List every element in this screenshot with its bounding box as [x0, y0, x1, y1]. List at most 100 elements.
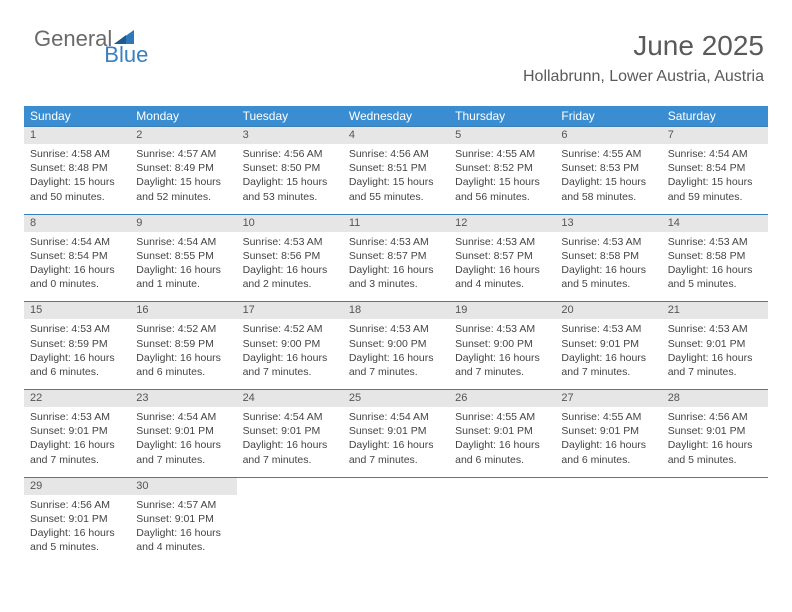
day-cell-text: Sunrise: 4:53 AM Sunset: 8:57 PM Dayligh… — [349, 235, 443, 292]
day-number: 26 — [449, 390, 555, 407]
day-cell: Sunrise: 4:53 AM Sunset: 9:01 PM Dayligh… — [662, 319, 768, 389]
day-number-row: 1234567 — [24, 126, 768, 144]
day-cell-text: Sunrise: 4:57 AM Sunset: 8:49 PM Dayligh… — [136, 147, 230, 204]
day-of-week-header: Friday — [555, 106, 661, 126]
day-cell: Sunrise: 4:53 AM Sunset: 9:00 PM Dayligh… — [449, 319, 555, 389]
day-cell: Sunrise: 4:58 AM Sunset: 8:48 PM Dayligh… — [24, 144, 130, 214]
day-cell-text: Sunrise: 4:54 AM Sunset: 9:01 PM Dayligh… — [349, 410, 443, 467]
day-number: 3 — [237, 127, 343, 144]
day-number: 27 — [555, 390, 661, 407]
day-cell — [343, 495, 449, 565]
day-number-row: 22232425262728 — [24, 389, 768, 407]
day-cell-text: Sunrise: 4:54 AM Sunset: 8:54 PM Dayligh… — [30, 235, 124, 292]
day-cells-row: Sunrise: 4:53 AM Sunset: 8:59 PM Dayligh… — [24, 319, 768, 389]
day-cell: Sunrise: 4:53 AM Sunset: 8:56 PM Dayligh… — [237, 232, 343, 302]
day-cell: Sunrise: 4:53 AM Sunset: 8:58 PM Dayligh… — [662, 232, 768, 302]
day-number: 21 — [662, 302, 768, 319]
day-cell: Sunrise: 4:53 AM Sunset: 9:01 PM Dayligh… — [24, 407, 130, 477]
day-number: 12 — [449, 215, 555, 232]
day-cell-text: Sunrise: 4:55 AM Sunset: 9:01 PM Dayligh… — [455, 410, 549, 467]
day-cell-text: Sunrise: 4:53 AM Sunset: 9:01 PM Dayligh… — [561, 322, 655, 379]
day-cell: Sunrise: 4:56 AM Sunset: 8:50 PM Dayligh… — [237, 144, 343, 214]
day-number: 14 — [662, 215, 768, 232]
day-number: 23 — [130, 390, 236, 407]
day-cell-text: Sunrise: 4:53 AM Sunset: 9:00 PM Dayligh… — [455, 322, 549, 379]
day-number: 20 — [555, 302, 661, 319]
day-number — [449, 478, 555, 495]
location-text: Hollabrunn, Lower Austria, Austria — [523, 68, 764, 86]
day-cells-row: Sunrise: 4:54 AM Sunset: 8:54 PM Dayligh… — [24, 232, 768, 302]
day-cell-text: Sunrise: 4:56 AM Sunset: 8:51 PM Dayligh… — [349, 147, 443, 204]
brand-part1: General — [34, 26, 112, 52]
day-number: 28 — [662, 390, 768, 407]
day-number: 1 — [24, 127, 130, 144]
day-number: 17 — [237, 302, 343, 319]
day-cell: Sunrise: 4:52 AM Sunset: 8:59 PM Dayligh… — [130, 319, 236, 389]
day-cell-text: Sunrise: 4:55 AM Sunset: 9:01 PM Dayligh… — [561, 410, 655, 467]
day-number — [343, 478, 449, 495]
day-number-row: 15161718192021 — [24, 301, 768, 319]
day-number: 8 — [24, 215, 130, 232]
day-cell-text: Sunrise: 4:54 AM Sunset: 8:55 PM Dayligh… — [136, 235, 230, 292]
day-number: 7 — [662, 127, 768, 144]
brand-part2: Blue — [104, 42, 148, 68]
day-cell-text: Sunrise: 4:53 AM Sunset: 8:56 PM Dayligh… — [243, 235, 337, 292]
day-number-row: 2930 — [24, 477, 768, 495]
day-of-week-header: Tuesday — [237, 106, 343, 126]
day-number: 2 — [130, 127, 236, 144]
day-cell: Sunrise: 4:53 AM Sunset: 8:59 PM Dayligh… — [24, 319, 130, 389]
day-cell-text: Sunrise: 4:53 AM Sunset: 9:00 PM Dayligh… — [349, 322, 443, 379]
day-cell — [555, 495, 661, 565]
day-number: 18 — [343, 302, 449, 319]
day-of-week-header: Saturday — [662, 106, 768, 126]
day-cell-text: Sunrise: 4:54 AM Sunset: 9:01 PM Dayligh… — [243, 410, 337, 467]
day-cell-text: Sunrise: 4:53 AM Sunset: 8:57 PM Dayligh… — [455, 235, 549, 292]
day-cell: Sunrise: 4:55 AM Sunset: 9:01 PM Dayligh… — [449, 407, 555, 477]
day-cell-text: Sunrise: 4:56 AM Sunset: 9:01 PM Dayligh… — [30, 498, 124, 555]
day-cell-text: Sunrise: 4:53 AM Sunset: 8:58 PM Dayligh… — [561, 235, 655, 292]
day-cell-text: Sunrise: 4:54 AM Sunset: 9:01 PM Dayligh… — [136, 410, 230, 467]
day-number — [555, 478, 661, 495]
day-cell: Sunrise: 4:53 AM Sunset: 8:57 PM Dayligh… — [343, 232, 449, 302]
day-cell: Sunrise: 4:55 AM Sunset: 8:52 PM Dayligh… — [449, 144, 555, 214]
day-cell: Sunrise: 4:54 AM Sunset: 9:01 PM Dayligh… — [343, 407, 449, 477]
day-cell-text: Sunrise: 4:56 AM Sunset: 8:50 PM Dayligh… — [243, 147, 337, 204]
day-cell: Sunrise: 4:55 AM Sunset: 9:01 PM Dayligh… — [555, 407, 661, 477]
day-number: 9 — [130, 215, 236, 232]
day-of-week-header: Monday — [130, 106, 236, 126]
day-cell: Sunrise: 4:57 AM Sunset: 9:01 PM Dayligh… — [130, 495, 236, 565]
day-number: 29 — [24, 478, 130, 495]
day-cell: Sunrise: 4:54 AM Sunset: 9:01 PM Dayligh… — [237, 407, 343, 477]
day-number-row: 891011121314 — [24, 214, 768, 232]
day-cell — [662, 495, 768, 565]
day-number: 4 — [343, 127, 449, 144]
day-cell-text: Sunrise: 4:56 AM Sunset: 9:01 PM Dayligh… — [668, 410, 762, 467]
day-of-week-header: Thursday — [449, 106, 555, 126]
day-cell-text: Sunrise: 4:55 AM Sunset: 8:52 PM Dayligh… — [455, 147, 549, 204]
day-cell-text: Sunrise: 4:53 AM Sunset: 9:01 PM Dayligh… — [668, 322, 762, 379]
day-number: 25 — [343, 390, 449, 407]
day-number: 11 — [343, 215, 449, 232]
day-cell: Sunrise: 4:56 AM Sunset: 9:01 PM Dayligh… — [662, 407, 768, 477]
day-number: 16 — [130, 302, 236, 319]
day-cells-row: Sunrise: 4:53 AM Sunset: 9:01 PM Dayligh… — [24, 407, 768, 477]
day-cell: Sunrise: 4:55 AM Sunset: 8:53 PM Dayligh… — [555, 144, 661, 214]
day-number: 13 — [555, 215, 661, 232]
day-cell: Sunrise: 4:56 AM Sunset: 9:01 PM Dayligh… — [24, 495, 130, 565]
day-cell: Sunrise: 4:54 AM Sunset: 8:54 PM Dayligh… — [662, 144, 768, 214]
day-cell-text: Sunrise: 4:58 AM Sunset: 8:48 PM Dayligh… — [30, 147, 124, 204]
day-cell: Sunrise: 4:53 AM Sunset: 8:58 PM Dayligh… — [555, 232, 661, 302]
day-cell: Sunrise: 4:53 AM Sunset: 9:01 PM Dayligh… — [555, 319, 661, 389]
day-cell: Sunrise: 4:57 AM Sunset: 8:49 PM Dayligh… — [130, 144, 236, 214]
day-cell-text: Sunrise: 4:52 AM Sunset: 9:00 PM Dayligh… — [243, 322, 337, 379]
brand-logo: General Blue — [34, 26, 176, 52]
day-cell-text: Sunrise: 4:54 AM Sunset: 8:54 PM Dayligh… — [668, 147, 762, 204]
day-cell-text: Sunrise: 4:57 AM Sunset: 9:01 PM Dayligh… — [136, 498, 230, 555]
day-cell: Sunrise: 4:54 AM Sunset: 8:54 PM Dayligh… — [24, 232, 130, 302]
day-cell: Sunrise: 4:54 AM Sunset: 9:01 PM Dayligh… — [130, 407, 236, 477]
day-cell: Sunrise: 4:52 AM Sunset: 9:00 PM Dayligh… — [237, 319, 343, 389]
day-cell: Sunrise: 4:56 AM Sunset: 8:51 PM Dayligh… — [343, 144, 449, 214]
day-number: 19 — [449, 302, 555, 319]
header-right: June 2025 Hollabrunn, Lower Austria, Aus… — [523, 30, 764, 86]
day-number: 5 — [449, 127, 555, 144]
